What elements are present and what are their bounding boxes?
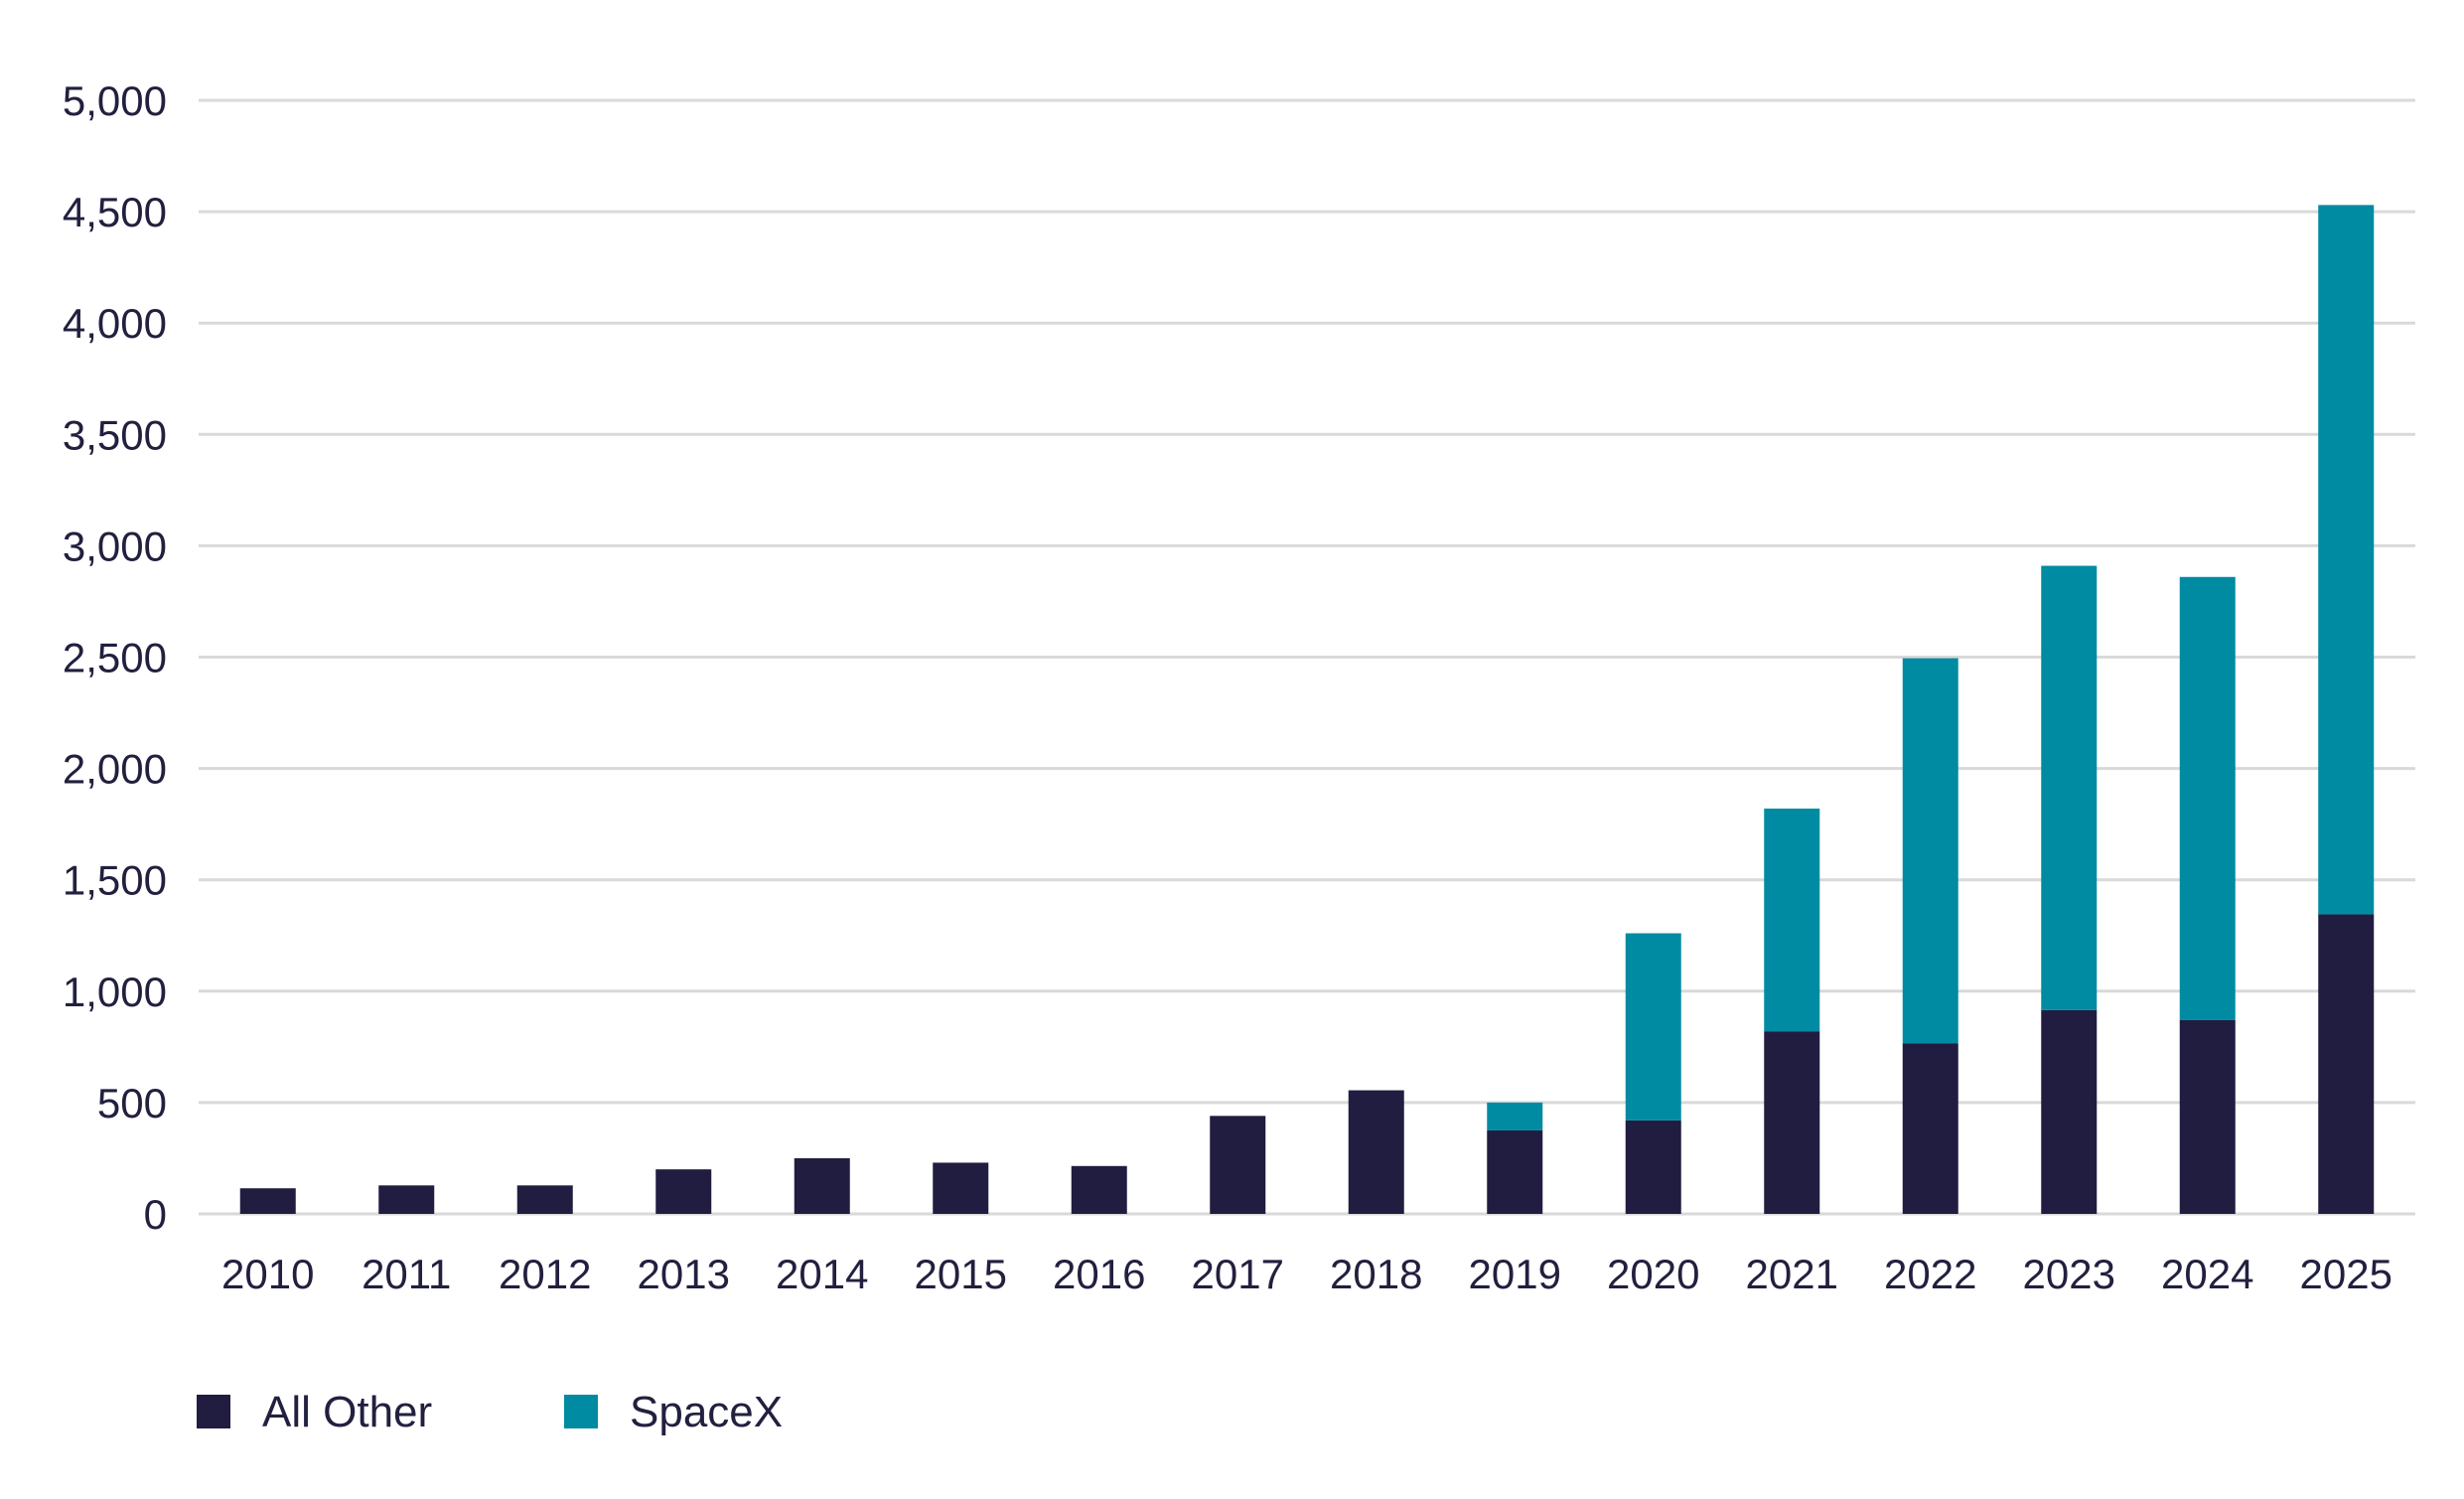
bar-segment-all-other [2318, 914, 2375, 1214]
legend-label: All Other [262, 1388, 432, 1436]
legend-label: SpaceX [630, 1388, 783, 1436]
bar-segment-all-other [2041, 1009, 2098, 1214]
bar-segment-all-other [1625, 1120, 1681, 1214]
bar-segment-all-other [2179, 1019, 2236, 1214]
y-tick-label: 0 [144, 1191, 167, 1238]
y-tick-label: 2,500 [63, 635, 167, 681]
legend: All Other SpaceX [197, 1388, 783, 1436]
x-tick-label: 2011 [362, 1251, 451, 1297]
legend-swatch [564, 1395, 598, 1428]
x-tick-label: 2014 [776, 1251, 868, 1297]
bar-segment-all-other [1902, 1043, 1958, 1214]
bar-segment-spacex [1764, 808, 1820, 1032]
bar-segment-all-other [378, 1185, 435, 1214]
bar-segment-all-other [794, 1157, 850, 1214]
x-axis-tick-labels: 2010 2011 2012 2013 2014 2015 2016 2017 2018 2019… [221, 1251, 2392, 1297]
y-tick-label: 4,000 [63, 300, 167, 347]
bar-segment-spacex [1902, 658, 1958, 1044]
y-tick-label: 3,000 [63, 523, 167, 569]
x-tick-label: 2012 [499, 1251, 591, 1297]
bar-segment-all-other [655, 1169, 712, 1214]
bar-segment-all-other [239, 1188, 296, 1214]
x-tick-label: 2021 [1746, 1251, 1838, 1297]
bar-segment-spacex [1487, 1102, 1543, 1130]
bar-segment-all-other [933, 1162, 989, 1214]
bar-segment-all-other [1071, 1165, 1127, 1214]
legend-entry: All Other [197, 1388, 432, 1436]
gridlines [199, 98, 2415, 1216]
x-tick-label: 2023 [2023, 1251, 2115, 1297]
bar-segment-spacex [1625, 933, 1681, 1121]
bar-segment-spacex [2179, 576, 2236, 1020]
bar-segment-all-other [1487, 1129, 1543, 1214]
x-tick-label: 2017 [1192, 1251, 1284, 1297]
x-tick-label: 2018 [1330, 1251, 1422, 1297]
legend-entry: SpaceX [564, 1388, 783, 1436]
x-tick-label: 2025 [2300, 1251, 2392, 1297]
bar-segment-all-other [1764, 1031, 1820, 1214]
bars [239, 205, 2375, 1214]
x-tick-label: 2019 [1469, 1251, 1561, 1297]
bar-segment-spacex [2318, 205, 2375, 915]
bar-segment-all-other [1210, 1116, 1266, 1214]
y-tick-label: 1,500 [63, 857, 167, 904]
bar-segment-spacex [2041, 565, 2098, 1010]
legend-swatch [197, 1395, 230, 1428]
y-tick-label: 500 [97, 1080, 167, 1126]
y-tick-label: 2,000 [63, 746, 167, 793]
y-axis-tick-labels: 0 500 1,000 1,500 2,000 2,500 3,000 3,500 4,000 4… [63, 77, 167, 1238]
x-tick-label: 2020 [1607, 1251, 1699, 1297]
x-tick-label: 2015 [915, 1251, 1007, 1297]
x-tick-label: 2024 [2161, 1251, 2253, 1297]
bar-segment-all-other [1348, 1090, 1404, 1214]
y-tick-label: 4,500 [63, 189, 167, 235]
x-tick-label: 2010 [221, 1251, 314, 1297]
x-tick-label: 2013 [638, 1251, 730, 1297]
y-tick-label: 5,000 [63, 77, 167, 124]
y-tick-label: 3,500 [63, 411, 167, 458]
x-tick-label: 2022 [1884, 1251, 1976, 1297]
x-tick-label: 2016 [1053, 1251, 1145, 1297]
bar-segment-all-other [516, 1185, 573, 1214]
y-tick-label: 1,000 [63, 969, 167, 1015]
